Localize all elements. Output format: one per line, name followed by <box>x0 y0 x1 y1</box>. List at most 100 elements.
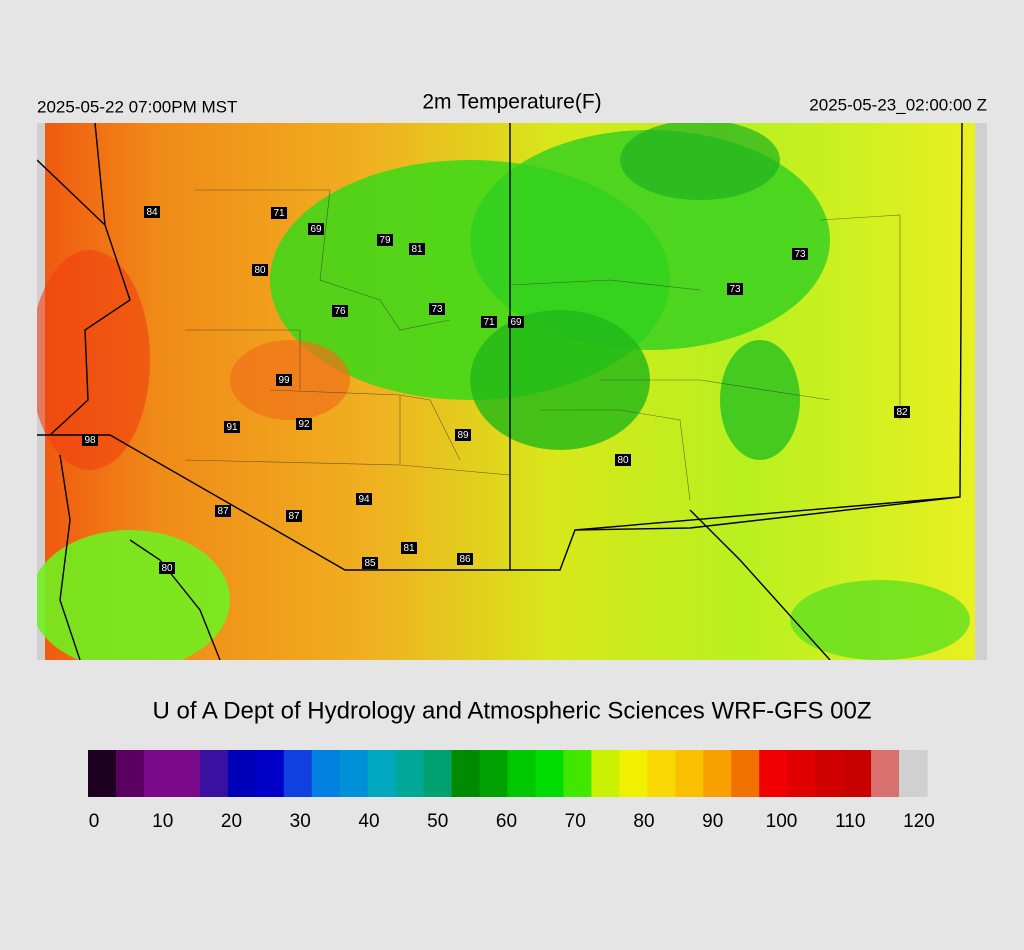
colorbar-segment <box>88 750 117 797</box>
station-box <box>481 316 497 328</box>
colorbar-segment <box>311 750 341 797</box>
map <box>37 123 987 660</box>
station-box <box>286 510 302 522</box>
valid-time-utc: 2025-05-23_02:00:00 Z <box>809 95 987 114</box>
cool-area <box>470 310 650 450</box>
station-box <box>271 207 287 219</box>
state-borders <box>37 123 963 660</box>
station-box <box>215 505 231 517</box>
colorbar-segment <box>479 750 508 797</box>
colorbar-segment <box>339 750 369 797</box>
colorbar-segment <box>451 750 481 797</box>
colorbar-tick-label: 120 <box>903 811 935 832</box>
station-labels: 84 71 69 79 81 80 76 73 71 69 73 73 99 91 92 89 98 82 80 94… <box>82 206 910 574</box>
station-value: 81 <box>403 543 415 554</box>
station-box <box>615 454 631 466</box>
station-value: 71 <box>273 208 285 219</box>
station-value: 71 <box>483 317 495 328</box>
station-value: 80 <box>161 563 173 574</box>
station-box <box>144 206 160 218</box>
colorbar-segment <box>703 750 732 797</box>
colorbar-tick-label: 30 <box>290 811 311 832</box>
station-value: 87 <box>217 506 229 517</box>
valid-time-local: 2025-05-22 07:00PM MST <box>37 97 237 116</box>
colorbar-segment <box>507 750 536 797</box>
credit: U of A Dept of Hydrology and Atmospheric… <box>153 697 872 724</box>
station-value: 91 <box>226 422 238 433</box>
station-value: 81 <box>411 244 423 255</box>
station-value: 86 <box>459 554 471 565</box>
colorbar-tick-label: 60 <box>496 811 517 832</box>
station-value: 99 <box>278 375 290 386</box>
colorbar-tick-label: 70 <box>565 811 586 832</box>
colorbar-segment <box>899 750 928 797</box>
colorbar-segment <box>283 750 313 797</box>
station-value: 69 <box>310 224 322 235</box>
station-value: 92 <box>298 419 310 430</box>
station-box <box>401 542 417 554</box>
station-box <box>362 557 378 569</box>
station-value: 76 <box>334 306 346 317</box>
station-value: 98 <box>84 435 96 446</box>
station-value: 80 <box>617 455 629 466</box>
colorbar-segment <box>731 750 760 797</box>
colorbar-tick-label: 40 <box>358 811 379 832</box>
colorbar-segment <box>591 750 620 797</box>
colorbar-tick-label: 100 <box>766 811 798 832</box>
station-value: 79 <box>379 235 391 246</box>
station-box <box>377 234 393 246</box>
colorbar-segment <box>759 750 788 797</box>
county-lines <box>184 189 901 501</box>
station-value: 73 <box>431 304 443 315</box>
colorbar-segment <box>871 750 900 797</box>
station-value: 73 <box>729 284 741 295</box>
station-box <box>409 243 425 255</box>
colorbar-segment <box>255 750 285 797</box>
station-value: 89 <box>457 430 469 441</box>
station-box <box>429 303 445 315</box>
cool-area <box>790 580 970 660</box>
station-box <box>308 223 324 235</box>
colorbar-segment <box>787 750 816 797</box>
station-box <box>296 418 312 430</box>
station-box <box>508 316 524 328</box>
station-box <box>457 553 473 565</box>
colorbar-segment <box>395 750 425 797</box>
colorbar-segment <box>675 750 704 797</box>
station-box <box>455 429 471 441</box>
colorbar-segment <box>563 750 592 797</box>
colorbar-segment <box>843 750 872 797</box>
station-value: 87 <box>288 511 300 522</box>
cool-area <box>37 530 230 660</box>
station-box <box>356 493 372 505</box>
station-value: 84 <box>146 207 158 218</box>
colorbar-segment <box>199 750 229 797</box>
station-value: 69 <box>510 317 522 328</box>
colorbar-segment <box>143 750 173 797</box>
colorbar-segment <box>367 750 397 797</box>
map-title: 2m Temperature(F) <box>422 91 601 114</box>
colorbar-tick-label: 0 <box>89 811 100 832</box>
station-value: 82 <box>896 407 908 418</box>
colorbar-segment <box>619 750 648 797</box>
station-value: 80 <box>254 265 266 276</box>
colorbar-tick-label: 50 <box>427 811 448 832</box>
station-box <box>894 406 910 418</box>
colorbar-segment <box>535 750 564 797</box>
colorbar-tick-label: 90 <box>702 811 723 832</box>
colorbar: 0 10 20 30 40 50 60 70 80 90 100 110 120 <box>88 750 935 832</box>
colorbar-segment <box>647 750 676 797</box>
colorbar-segment <box>115 750 145 797</box>
cool-area <box>620 123 780 200</box>
colorbar-tick-label: 10 <box>152 811 173 832</box>
cool-area <box>720 340 800 460</box>
colorbar-segment <box>171 750 201 797</box>
station-box <box>252 264 268 276</box>
station-box <box>82 434 98 446</box>
colorbar-tick-label: 80 <box>633 811 654 832</box>
station-box <box>792 248 808 260</box>
station-box <box>332 305 348 317</box>
station-value: 94 <box>358 494 370 505</box>
